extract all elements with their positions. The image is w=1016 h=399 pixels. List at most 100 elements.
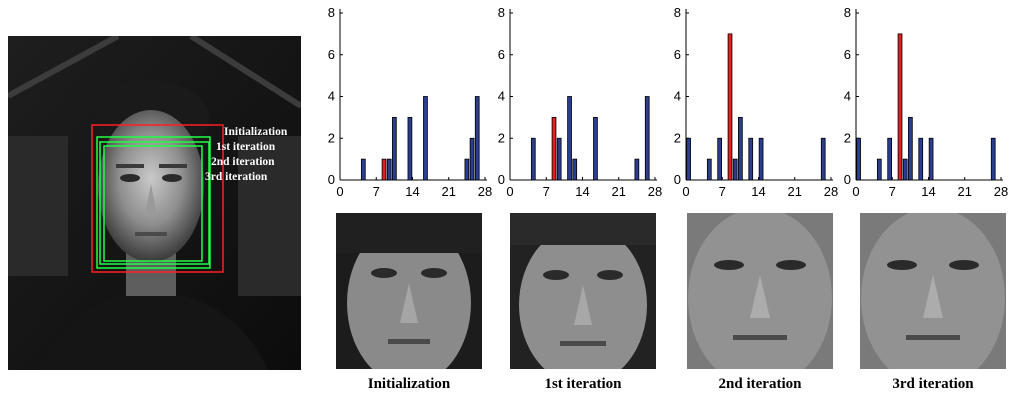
histogram-second-iteration: 0 2 4 6 8 0 7 14 21 28 — [674, 5, 838, 199]
x-tick-label: 21 — [958, 184, 972, 199]
x-tick-label: 7 — [719, 184, 726, 199]
histogram-bar — [887, 137, 893, 181]
label-second-iteration: 2nd iteration — [211, 156, 275, 168]
histogram-third-iteration: 0 2 4 6 8 0 7 14 21 28 — [844, 5, 1008, 199]
left-eyebrow — [116, 164, 144, 168]
histogram-bar — [634, 158, 640, 181]
caption-second-iteration: 2nd iteration — [718, 376, 802, 392]
mouth — [135, 232, 167, 236]
histogram-bar — [386, 158, 392, 181]
y-tick-label: 4 — [844, 89, 851, 104]
x-tick-label: 21 — [442, 184, 456, 199]
histogram-bar-highlighted — [897, 33, 903, 181]
histogram-bar — [556, 137, 562, 181]
right-eyebrow — [159, 164, 187, 168]
y-tick-label: 8 — [498, 5, 505, 20]
shoulders — [38, 291, 268, 370]
nose — [145, 184, 157, 216]
histogram-bar — [902, 158, 908, 181]
y-tick-label: 8 — [674, 5, 681, 20]
histogram-bar — [732, 158, 738, 181]
histogram-bar — [820, 137, 826, 181]
histogram-bar — [423, 96, 428, 181]
x-tick-label: 14 — [921, 184, 935, 199]
histogram-initialization: 0 2 4 6 8 0 7 14 21 28 — [328, 5, 492, 199]
y-tick-label: 4 — [498, 89, 505, 104]
x-tick-label: 14 — [405, 184, 419, 199]
histogram-bar — [717, 137, 723, 181]
y-tick-label: 0 — [844, 172, 851, 187]
x-tick-label: 28 — [648, 184, 662, 199]
y-tick-label: 4 — [328, 89, 335, 104]
face-photo-with-boxes: Initialization 1st iteration 2nd iterati… — [8, 36, 301, 370]
y-tick-label: 0 — [498, 172, 505, 187]
caption-third-iteration: 3rd iteration — [892, 376, 974, 392]
histogram-bar — [918, 137, 924, 181]
histogram-bar — [530, 137, 536, 181]
x-tick-label: 14 — [751, 184, 765, 199]
histogram-bar — [360, 158, 366, 181]
histogram-bar — [876, 158, 882, 181]
y-tick-label: 0 — [328, 172, 335, 187]
background-shading — [8, 136, 301, 296]
x-tick-label: 7 — [373, 184, 380, 199]
x-tick-label: 0 — [682, 184, 689, 199]
x-tick-label: 0 — [336, 184, 343, 199]
histogram-bar — [392, 116, 397, 181]
histogram-bar — [706, 158, 712, 181]
histogram-bar — [928, 137, 934, 181]
second-iteration-box — [99, 141, 210, 265]
y-tick-label: 8 — [844, 5, 851, 20]
label-third-iteration: 3rd iteration — [205, 171, 268, 183]
aligned-face-third-iteration — [860, 213, 1006, 369]
y-tick-label: 6 — [498, 47, 505, 62]
histogram-bar-highlighted — [727, 33, 733, 181]
aligned-face-second-iteration — [687, 213, 833, 369]
right-eye — [162, 174, 182, 182]
y-tick-label: 2 — [674, 130, 681, 145]
x-tick-label: 0 — [852, 184, 859, 199]
histogram-bar-highlighted — [381, 158, 387, 181]
y-tick-label: 6 — [674, 47, 681, 62]
x-tick-label: 14 — [575, 184, 589, 199]
x-tick-label: 7 — [543, 184, 550, 199]
aligned-face-first-iteration — [510, 213, 656, 369]
histogram-bar — [748, 137, 754, 181]
histogram-bar — [464, 158, 470, 181]
histogram-bar-highlighted — [551, 116, 557, 181]
y-tick-label: 6 — [328, 47, 335, 62]
x-tick-label: 21 — [788, 184, 802, 199]
y-tick-label: 0 — [674, 172, 681, 187]
y-tick-label: 6 — [844, 47, 851, 62]
label-first-iteration: 1st iteration — [216, 141, 276, 153]
initialization-box — [91, 124, 224, 273]
x-tick-label: 0 — [506, 184, 513, 199]
histogram-bar — [593, 116, 598, 181]
histogram-bar — [856, 137, 861, 181]
third-iteration-box — [103, 145, 203, 262]
histogram-bar — [567, 96, 572, 181]
histogram-bar — [572, 158, 578, 181]
histogram-bar — [990, 137, 996, 181]
histogram-bar — [686, 137, 691, 181]
histogram-bar — [469, 137, 475, 181]
first-iteration-box — [96, 136, 211, 269]
histogram-bar — [644, 96, 650, 181]
x-tick-label: 21 — [612, 184, 626, 199]
x-tick-label: 28 — [478, 184, 492, 199]
left-eye — [120, 174, 140, 182]
histogram-bar — [407, 116, 413, 181]
x-tick-label: 28 — [824, 184, 838, 199]
y-tick-label: 4 — [674, 89, 681, 104]
y-tick-label: 8 — [328, 5, 335, 20]
x-tick-label: 28 — [994, 184, 1008, 199]
x-tick-label: 7 — [889, 184, 896, 199]
histogram-bar — [738, 116, 743, 181]
histogram-bar — [474, 96, 480, 181]
histogram-bar — [908, 116, 913, 181]
y-tick-label: 2 — [844, 130, 851, 145]
caption-first-iteration: 1st iteration — [544, 376, 622, 392]
aligned-face-initialization — [336, 213, 482, 369]
y-tick-label: 2 — [498, 130, 505, 145]
